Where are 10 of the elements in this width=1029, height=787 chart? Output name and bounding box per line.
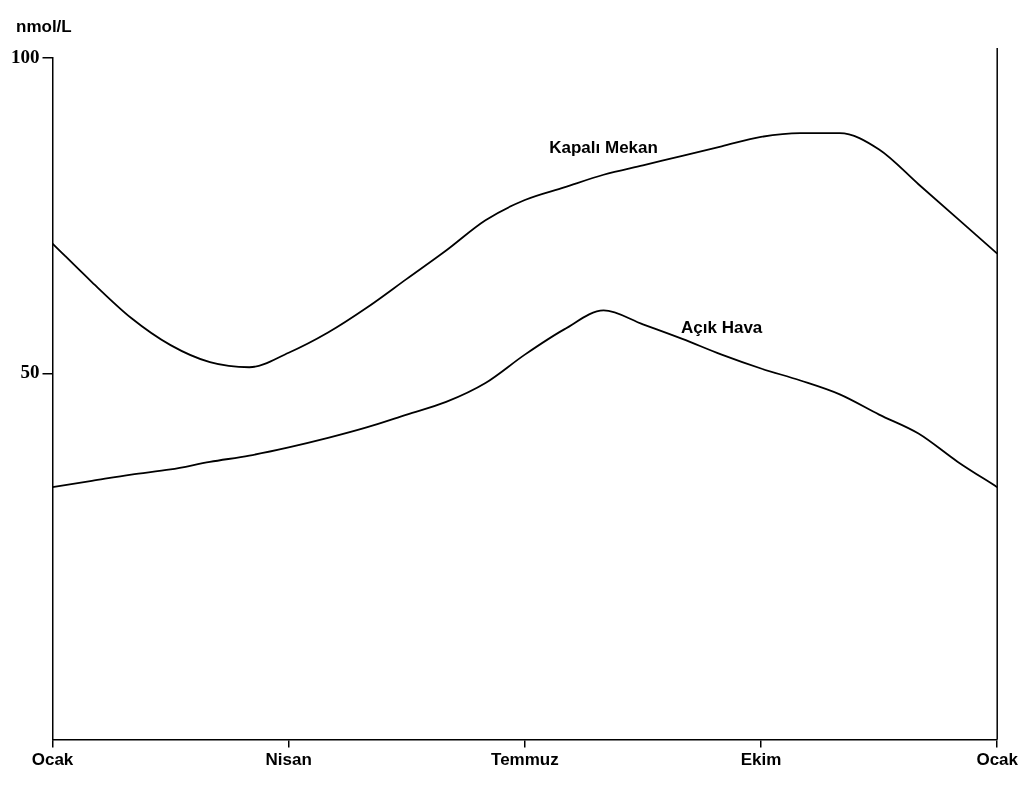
x-tick-label: Ekim: [740, 750, 782, 770]
series-label: Açık Hava: [681, 317, 763, 337]
x-tick-label: Nisan: [265, 750, 312, 770]
y-axis-title: nmol/L: [16, 17, 72, 37]
x-tick-label: Ocak: [976, 750, 1019, 770]
series-label: Kapalı Mekan: [549, 137, 658, 157]
y-tick-label: 100: [11, 45, 40, 67]
x-tick-label: Temmuz: [491, 750, 559, 770]
x-tick-label: Ocak: [31, 750, 74, 770]
y-tick-label: 50: [20, 361, 40, 383]
